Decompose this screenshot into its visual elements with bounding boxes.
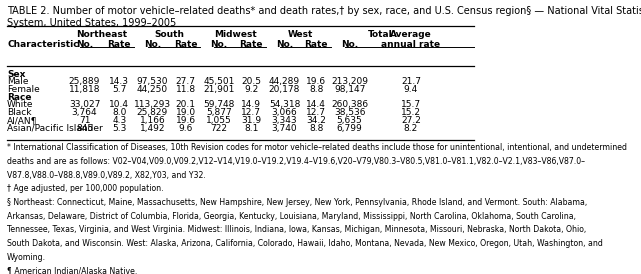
Text: 15.7: 15.7: [401, 100, 421, 109]
Text: 33,027: 33,027: [69, 100, 100, 109]
Text: 10.4: 10.4: [109, 100, 129, 109]
Text: Tennessee, Texas, Virginia, and West Virginia. Midwest: Illinois, Indiana, Iowa,: Tennessee, Texas, Virginia, and West Vir…: [7, 225, 587, 234]
Text: 3,343: 3,343: [272, 116, 297, 125]
Text: 34.2: 34.2: [306, 116, 326, 125]
Text: 9.4: 9.4: [404, 85, 418, 94]
Text: 9.2: 9.2: [244, 85, 258, 94]
Text: 1,166: 1,166: [140, 116, 165, 125]
Text: 71: 71: [79, 116, 90, 125]
Text: 1,055: 1,055: [206, 116, 232, 125]
Text: 27.2: 27.2: [401, 116, 420, 125]
Text: Wyoming.: Wyoming.: [7, 253, 46, 262]
Text: 4.3: 4.3: [112, 116, 126, 125]
Text: Female: Female: [7, 85, 40, 94]
Text: 113,293: 113,293: [134, 100, 171, 109]
Text: 8.8: 8.8: [309, 85, 324, 94]
Text: Arkansas, Delaware, District of Columbia, Florida, Georgia, Kentucky, Louisiana,: Arkansas, Delaware, District of Columbia…: [7, 212, 576, 221]
Text: 3,066: 3,066: [272, 108, 297, 117]
Text: West: West: [288, 30, 313, 39]
Text: 845: 845: [76, 124, 93, 133]
Text: Midwest: Midwest: [213, 30, 256, 39]
Text: Rate: Rate: [240, 40, 263, 49]
Text: 14.3: 14.3: [109, 77, 129, 86]
Text: Characteristic: Characteristic: [7, 40, 79, 49]
Text: 14.4: 14.4: [306, 100, 326, 109]
Text: 19.6: 19.6: [306, 77, 326, 86]
Text: 3,740: 3,740: [272, 124, 297, 133]
Text: 15.2: 15.2: [401, 108, 421, 117]
Text: 20.1: 20.1: [176, 100, 196, 109]
Text: No.: No.: [144, 40, 161, 49]
Text: Sex: Sex: [7, 70, 26, 79]
Text: 98,147: 98,147: [334, 85, 365, 94]
Text: § Northeast: Connecticut, Maine, Massachusetts, New Hampshire, New Jersey, New Y: § Northeast: Connecticut, Maine, Massach…: [7, 198, 587, 207]
Text: deaths and are as follows: V02–V04,V09.0,V09.2,V12–V14,V19.0–V19.2,V19.4–V19.6,V: deaths and are as follows: V02–V04,V09.0…: [7, 157, 585, 166]
Text: 25,889: 25,889: [69, 77, 100, 86]
Text: 5.7: 5.7: [112, 85, 126, 94]
Text: No.: No.: [210, 40, 228, 49]
Text: Race: Race: [7, 93, 31, 102]
Text: 6,799: 6,799: [337, 124, 362, 133]
Text: 12.7: 12.7: [241, 108, 262, 117]
Text: 97,530: 97,530: [137, 77, 168, 86]
Text: Total: Total: [368, 30, 393, 39]
Text: 44,250: 44,250: [137, 85, 168, 94]
Text: Male: Male: [7, 77, 29, 86]
Text: 27.7: 27.7: [176, 77, 196, 86]
Text: 25,829: 25,829: [137, 108, 168, 117]
Text: White: White: [7, 100, 33, 109]
Text: 5,877: 5,877: [206, 108, 232, 117]
Text: 59,748: 59,748: [203, 100, 235, 109]
Text: 5,635: 5,635: [337, 116, 362, 125]
Text: 44,289: 44,289: [269, 77, 300, 86]
Text: 8.2: 8.2: [404, 124, 418, 133]
Text: 45,501: 45,501: [203, 77, 235, 86]
Text: 722: 722: [210, 124, 228, 133]
Text: AI/AN¶: AI/AN¶: [7, 116, 38, 125]
Text: 5.3: 5.3: [112, 124, 126, 133]
Text: Black: Black: [7, 108, 31, 117]
Text: 20,178: 20,178: [269, 85, 300, 94]
Text: TABLE 2. Number of motor vehicle–related deaths* and death rates,† by sex, race,: TABLE 2. Number of motor vehicle–related…: [7, 6, 641, 28]
Text: 8.0: 8.0: [112, 108, 126, 117]
Text: 260,386: 260,386: [331, 100, 368, 109]
Text: Rate: Rate: [108, 40, 131, 49]
Text: 19.6: 19.6: [176, 116, 196, 125]
Text: * International Classification of Diseases, 10th Revision codes for motor vehicl: * International Classification of Diseas…: [7, 143, 627, 152]
Text: 3,764: 3,764: [72, 108, 97, 117]
Text: 11.8: 11.8: [176, 85, 196, 94]
Text: 21,901: 21,901: [203, 85, 235, 94]
Text: V87.8,V88.0–V88.8,V89.0,V89.2, X82,Y03, and Y32.: V87.8,V88.0–V88.8,V89.0,V89.2, X82,Y03, …: [7, 171, 206, 179]
Text: 11,818: 11,818: [69, 85, 100, 94]
Text: No.: No.: [276, 40, 293, 49]
Text: † Age adjusted, per 100,000 population.: † Age adjusted, per 100,000 population.: [7, 184, 163, 193]
Text: 38,536: 38,536: [334, 108, 365, 117]
Text: 9.6: 9.6: [178, 124, 193, 133]
Text: 8.1: 8.1: [244, 124, 258, 133]
Text: 8.8: 8.8: [309, 124, 324, 133]
Text: Rate: Rate: [174, 40, 197, 49]
Text: Rate: Rate: [304, 40, 328, 49]
Text: 213,209: 213,209: [331, 77, 368, 86]
Text: 54,318: 54,318: [269, 100, 300, 109]
Text: 14.9: 14.9: [241, 100, 262, 109]
Text: Average
annual rate: Average annual rate: [381, 30, 440, 49]
Text: 31.9: 31.9: [241, 116, 262, 125]
Text: Northeast: Northeast: [76, 30, 128, 39]
Text: 19.0: 19.0: [176, 108, 196, 117]
Text: 21.7: 21.7: [401, 77, 421, 86]
Text: Asian/Pacific Islander: Asian/Pacific Islander: [7, 124, 103, 133]
Text: 12.7: 12.7: [306, 108, 326, 117]
Text: No.: No.: [341, 40, 358, 49]
Text: 1,492: 1,492: [140, 124, 165, 133]
Text: South: South: [154, 30, 184, 39]
Text: ¶ American Indian/Alaska Native.: ¶ American Indian/Alaska Native.: [7, 266, 137, 274]
Text: South Dakota, and Wisconsin. West: Alaska, Arizona, California, Colorado, Hawaii: South Dakota, and Wisconsin. West: Alask…: [7, 239, 603, 248]
Text: No.: No.: [76, 40, 93, 49]
Text: 20.5: 20.5: [241, 77, 262, 86]
